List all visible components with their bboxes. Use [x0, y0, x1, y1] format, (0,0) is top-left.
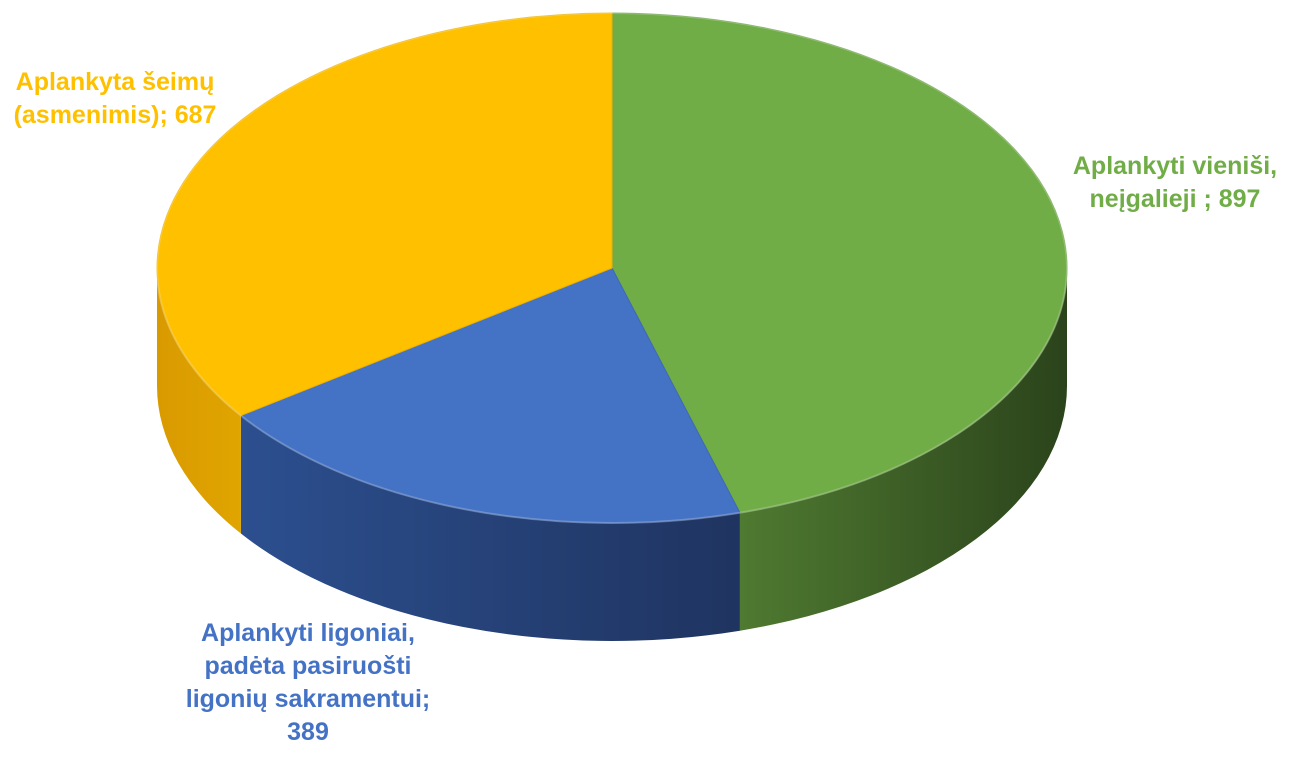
- slice-label-sick: Aplankyti ligoniai, padėta pasiruošti li…: [158, 617, 458, 749]
- slice-label-line: Aplankyti ligoniai,: [201, 619, 415, 647]
- pie-sides: [157, 268, 1067, 641]
- slice-label-line: Aplankyta šeimų: [15, 68, 215, 96]
- slice-label-line: (asmenimis); 687: [13, 101, 217, 129]
- slice-label-line: ligonių sakramentui;: [185, 685, 431, 713]
- slice-label-line: padėta pasiruošti: [204, 652, 412, 680]
- pie-slice-sick: [239, 267, 741, 524]
- slice-label-lonely-disabled: Aplankyti vieniši, neįgalieji ; 897: [1062, 150, 1288, 216]
- pie-slice-lonely-disabled: [611, 12, 1068, 514]
- pie-slice-families: [156, 12, 613, 417]
- pie-side-lonely-disabled: [739, 268, 1067, 631]
- slice-label-line: Aplankyti vieniši,: [1072, 152, 1278, 180]
- pie-tops: [156, 12, 1068, 524]
- slice-label-families: Aplankyta šeimų (asmenimis); 687: [2, 66, 228, 132]
- pie-side-families: [157, 268, 241, 534]
- pie-rim: [156, 12, 1068, 524]
- slice-label-line: neįgalieji ; 897: [1089, 185, 1261, 213]
- slice-label-line: 389: [287, 718, 329, 746]
- pie-side-sick: [240, 415, 740, 641]
